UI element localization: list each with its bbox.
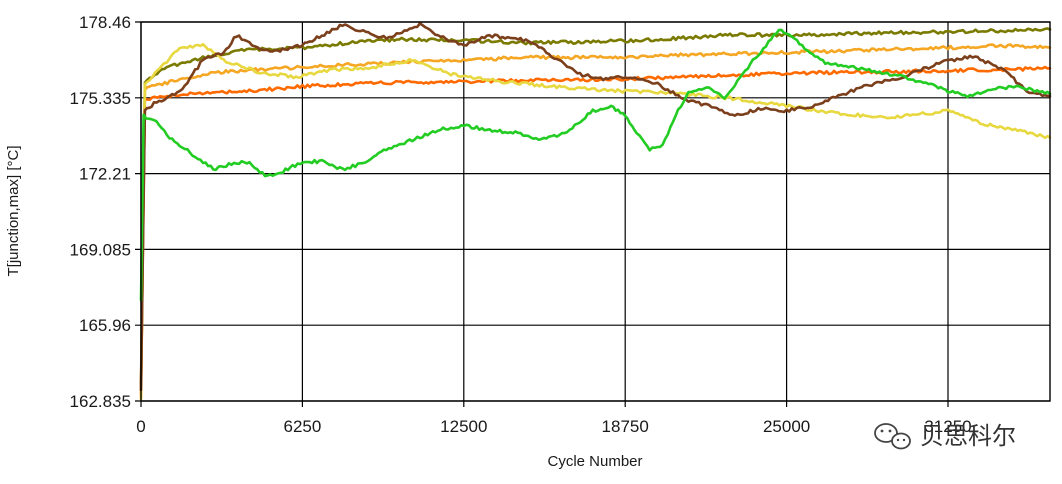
x-tick-label: 0 [136,417,145,436]
x-tick-label: 6250 [283,417,321,436]
x-tick-labels: 0 6250 12500 18750 25000 31250 [136,417,971,436]
y-tick-label: 172.21 [79,165,131,184]
y-axis-label: T[junction,max] [°C] [5,145,22,276]
x-axis-label: Cycle Number [547,453,642,470]
series-line [139,43,1052,394]
watermark-text: 贝思科尔 [920,422,1016,450]
wechat-logo-icon [874,423,911,450]
plot-frame [140,21,1051,402]
y-tick-labels: 162.835 165.96 169.085 172.21 175.335 178.46 [70,13,131,411]
x-tick-label: 25000 [763,417,810,436]
series-line [139,22,1052,391]
y-tick-label: 162.835 [70,392,131,411]
y-tick-label: 175.335 [70,89,131,108]
y-tick-label: 178.46 [79,13,131,32]
series-line [139,28,1052,302]
x-tick-label: 18750 [602,417,649,436]
x-tick-label: 31250 [924,417,971,436]
x-tick-label: 12500 [440,417,487,436]
series-line [139,65,1052,399]
y-tick-label: 169.085 [70,240,131,259]
series-line [139,42,1052,401]
watermark: 贝思科尔 [874,422,1016,450]
series-lines [139,22,1052,401]
y-tick-label: 165.96 [79,316,131,335]
